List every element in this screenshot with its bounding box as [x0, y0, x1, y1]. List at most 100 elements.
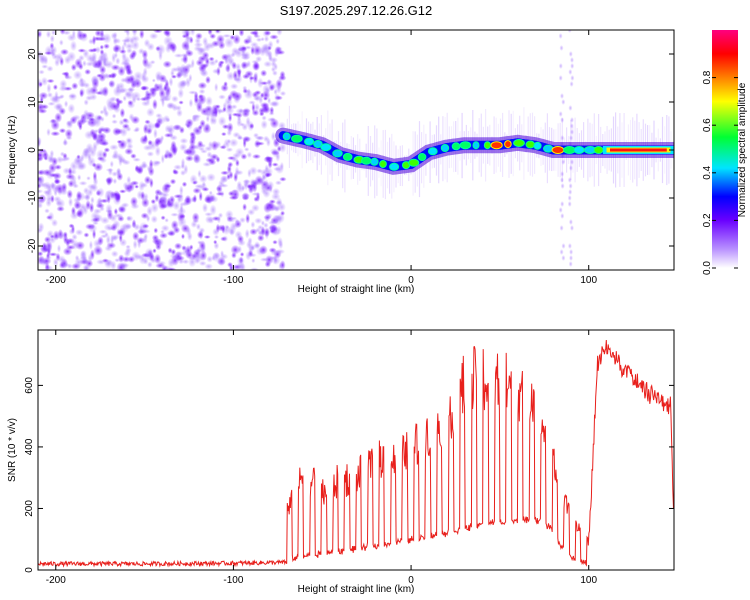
noise-blob — [160, 224, 170, 232]
noise-blob — [224, 64, 230, 73]
noise-blob — [67, 103, 76, 114]
noise-blob — [60, 48, 69, 56]
noise-blob — [39, 244, 49, 254]
noise-blob — [242, 88, 249, 94]
noise-blob — [53, 175, 59, 181]
noise-blob — [59, 151, 65, 157]
colorbar-tick-label: 0.8 — [702, 70, 713, 84]
noise-blob — [197, 124, 203, 131]
trace-blob — [573, 146, 585, 154]
noise-blob — [38, 69, 45, 75]
noise-blob — [197, 140, 204, 149]
trace-blob — [440, 144, 450, 152]
noise-blob — [270, 131, 276, 142]
noise-blob — [142, 223, 150, 229]
noise-blob — [88, 146, 97, 158]
noise-blob — [105, 176, 114, 185]
noise-blob — [103, 43, 110, 50]
stripe-blob — [560, 171, 565, 177]
noise-blob — [138, 225, 144, 236]
noise-blob — [46, 156, 56, 164]
noise-blob — [161, 193, 168, 203]
stripe-blob — [560, 183, 565, 189]
noise-blob — [263, 222, 269, 229]
constant-tone-core — [610, 148, 667, 152]
noise-blob — [111, 113, 117, 119]
noise-blob — [67, 166, 73, 176]
noise-blob — [250, 267, 259, 270]
noise-blob — [192, 218, 200, 224]
stripe-blob — [568, 51, 573, 57]
noise-blob — [224, 37, 235, 49]
noise-blob — [164, 184, 172, 189]
noise-blob — [99, 109, 105, 115]
snr-x-axis-label: Height of straight line (km) — [298, 584, 415, 595]
noise-blob — [148, 159, 154, 170]
noise-blob — [105, 168, 114, 172]
x-tick-label: 0 — [408, 575, 414, 586]
noise-blob — [92, 217, 101, 223]
noise-blob — [132, 231, 140, 241]
noise-blob — [162, 114, 170, 123]
noise-blob — [125, 68, 134, 76]
trace-blob — [593, 146, 604, 154]
noise-blob — [251, 102, 256, 113]
noise-blob — [253, 196, 259, 202]
noise-blob — [52, 257, 59, 267]
noise-blob — [257, 234, 265, 242]
noise-blob — [184, 35, 193, 41]
trace-blob — [389, 162, 400, 171]
noise-blob — [151, 78, 156, 83]
noise-blob — [190, 148, 197, 157]
noise-blob — [51, 30, 57, 36]
noise-blob — [99, 44, 105, 50]
noise-blob — [112, 149, 119, 160]
noise-blob — [48, 235, 57, 245]
noise-blob — [119, 107, 126, 118]
stripe-blob — [570, 117, 574, 123]
noise-blob — [248, 76, 255, 81]
noise-blob — [162, 60, 172, 69]
noise-blob — [111, 119, 118, 125]
noise-blob — [182, 259, 190, 265]
noise-blob — [99, 157, 107, 164]
noise-blob — [117, 82, 125, 91]
noise-blob — [66, 189, 74, 199]
noise-blob — [140, 190, 146, 201]
noise-blob — [134, 165, 144, 174]
noise-blob — [131, 30, 138, 34]
noise-blob — [220, 250, 225, 258]
snr-y-axis-label: SNR (10 * v/v) — [7, 418, 18, 482]
noise-blob — [79, 89, 84, 98]
stripe-blob — [560, 201, 565, 207]
stripe-blob — [568, 69, 573, 75]
snr-ticks: -200 -100 0 100 0 200 400 600 — [24, 330, 674, 586]
noise-blob — [206, 42, 216, 50]
noise-blob — [47, 211, 55, 222]
noise-blob — [254, 90, 262, 96]
noise-blob — [147, 261, 153, 268]
noise-blob — [122, 95, 127, 102]
noise-blob — [153, 227, 159, 234]
colorbar-tick-label: 0.6 — [702, 118, 713, 132]
noise-blob — [216, 215, 221, 224]
noise-blob — [135, 97, 142, 102]
noise-blob — [112, 178, 118, 185]
noise-blob — [75, 190, 83, 202]
y-tick-label: 0 — [27, 147, 38, 153]
noise-blob — [78, 180, 88, 186]
trace-blob — [472, 141, 480, 150]
noise-blob — [131, 222, 137, 229]
x-tick-label: -100 — [223, 275, 243, 286]
noise-blob — [130, 49, 138, 58]
noise-blob — [38, 194, 47, 204]
stripe-blob — [570, 129, 574, 135]
noise-blob — [73, 200, 82, 210]
noise-blob — [196, 47, 206, 56]
noise-blob — [75, 229, 84, 236]
noise-blob — [41, 64, 49, 69]
colorbar: 0.0 0.2 0.4 0.6 0.8 Normalized spectral ampl… — [702, 30, 748, 275]
noise-blob — [260, 69, 268, 77]
noise-blob — [239, 217, 246, 224]
noise-blob — [223, 138, 231, 149]
